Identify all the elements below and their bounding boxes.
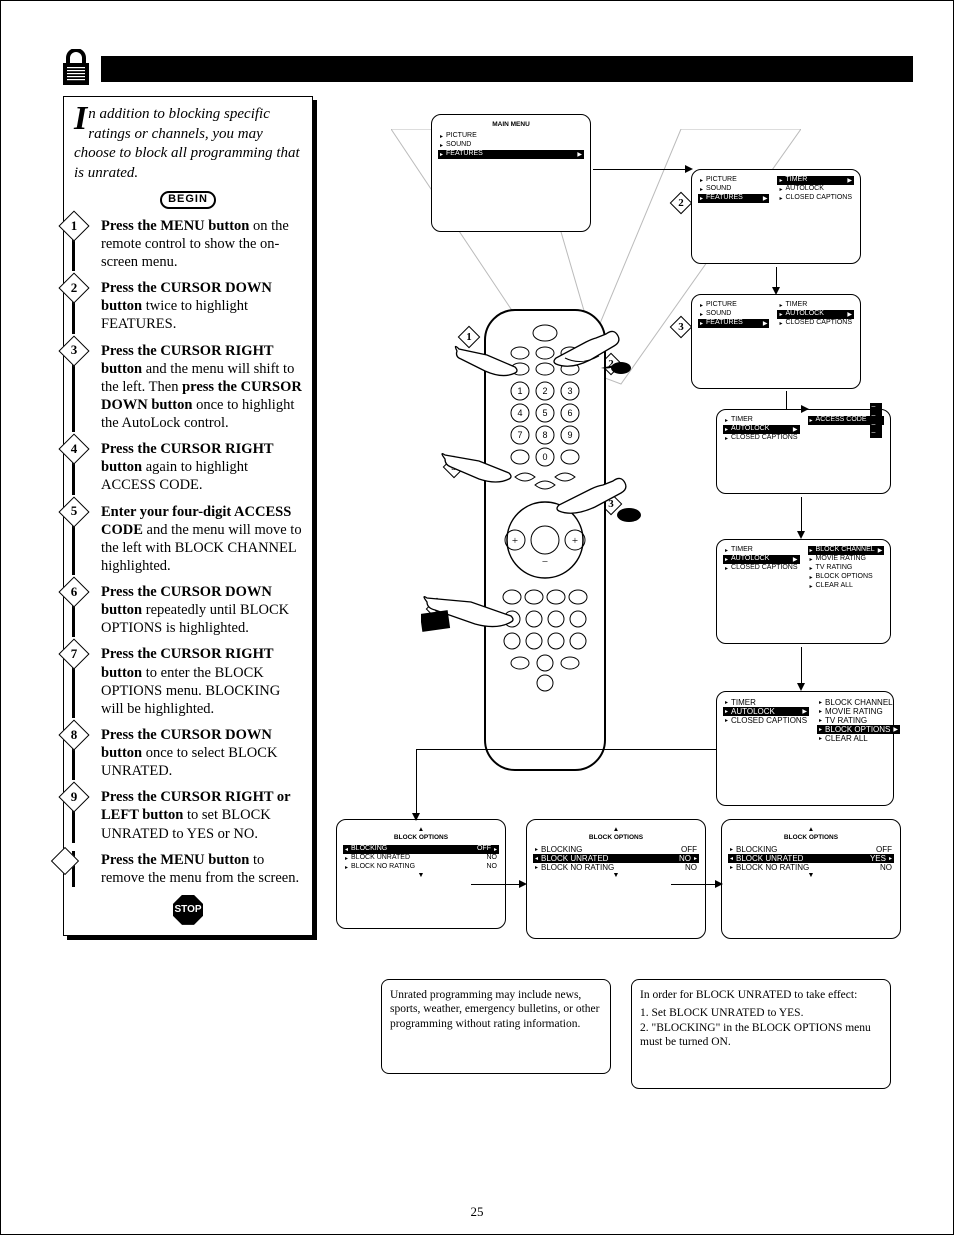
svg-text:6: 6 (567, 408, 572, 418)
intro-text: In addition to blocking specific ratings… (74, 105, 302, 183)
svg-text:5: 5 (542, 408, 547, 418)
svg-text:3: 3 (567, 386, 572, 396)
svg-text:−: − (542, 556, 548, 568)
screen-blockopt-1: ▲BLOCK OPTIONS◂BLOCKINGOFF▸▸BLOCK UNRATE… (336, 819, 506, 929)
hand-icon-3 (449, 335, 529, 385)
svg-text:0: 0 (542, 452, 547, 462)
hand-icon-2 (543, 469, 643, 529)
svg-text:+: + (512, 535, 518, 547)
stop-row: STOP (70, 895, 306, 925)
arrow (593, 169, 689, 170)
stop-badge: STOP (173, 895, 203, 925)
svg-text:1: 1 (517, 386, 522, 396)
step-number-1: 1 (63, 215, 85, 242)
instruction-panel: In addition to blocking specific ratings… (63, 96, 313, 936)
hand-icon-4 (437, 437, 527, 492)
screen-access-code: ▸TIMER▸AUTOLOCK▶▸CLOSED CAPTIONS▸ACCESS … (716, 409, 891, 494)
step-8: 8 Press the CURSOR DOWN button once to s… (72, 726, 306, 780)
padlock-icon (59, 49, 93, 92)
hand-icon-5 (421, 574, 541, 644)
hand-icon (541, 324, 631, 379)
step-5: 5 Enter your four-digit ACCESS CODE and … (72, 503, 306, 576)
svg-text:8: 8 (542, 430, 547, 440)
begin-row: BEGIN (70, 189, 306, 209)
svg-text:+: + (572, 535, 578, 547)
dropcap: I (74, 105, 88, 132)
callout-2b: 2 (673, 195, 689, 214)
svg-text:9: 9 (567, 430, 572, 440)
header-bar (101, 56, 913, 82)
step-9: 9 Press the CURSOR RIGHT or LEFT button … (72, 788, 306, 842)
screen-features-1: ▸PICTURE▸SOUND▸FEATURES▶▸TIMER▶▸AUTOLOCK… (691, 169, 861, 264)
callout-3b: 3 (673, 319, 689, 338)
note-requirements: In order for BLOCK UNRATED to take effec… (631, 979, 891, 1089)
step-end: Press the MENU button to remove the menu… (72, 851, 306, 887)
note-unrated-desc: Unrated programming may include news, sp… (381, 979, 611, 1074)
svg-text:4: 4 (517, 408, 522, 418)
begin-badge: BEGIN (160, 191, 216, 209)
intro-body: n addition to blocking specific ratings … (74, 106, 300, 181)
step-1: 1 Press the MENU button on the remote co… (72, 217, 306, 271)
diagram-region: MAIN MENU▸PICTURE▸SOUND▸FEATURES▶ 1 2 5 … (321, 99, 915, 1184)
step-3: 3 Press the CURSOR RIGHT button and the … (72, 342, 306, 433)
page-number: 25 (1, 1204, 953, 1220)
step-1-bold: Press the MENU button (101, 218, 249, 234)
screen-autolock-1: ▸TIMER▸AUTOLOCK▶▸CLOSED CAPTIONS▸BLOCK C… (716, 539, 891, 644)
step-7: 7 Press the CURSOR RIGHT button to enter… (72, 645, 306, 718)
step-6: 6 Press the CURSOR DOWN button repeatedl… (72, 583, 306, 637)
screen-features-2: ▸PICTURE▸SOUND▸FEATURES▶▸TIMER▸AUTOLOCK▶… (691, 294, 861, 389)
screen-blockopt-3: ▲BLOCK OPTIONS▸BLOCKINGOFF◂BLOCK UNRATED… (721, 819, 901, 939)
screen-blockopt-2: ▲BLOCK OPTIONS▸BLOCKINGOFF◂BLOCK UNRATED… (526, 819, 706, 939)
screen-main-menu: MAIN MENU▸PICTURE▸SOUND▸FEATURES▶ (431, 114, 591, 232)
step-4: 4 Press the CURSOR RIGHT button again to… (72, 440, 306, 494)
screen-autolock-2: ▸TIMER▸AUTOLOCK▶▸CLOSED CAPTIONS▸BLOCK C… (716, 691, 894, 806)
svg-text:2: 2 (542, 386, 547, 396)
step-2: 2 Press the CURSOR DOWN button twice to … (72, 279, 306, 333)
page: In addition to blocking specific ratings… (0, 0, 954, 1235)
